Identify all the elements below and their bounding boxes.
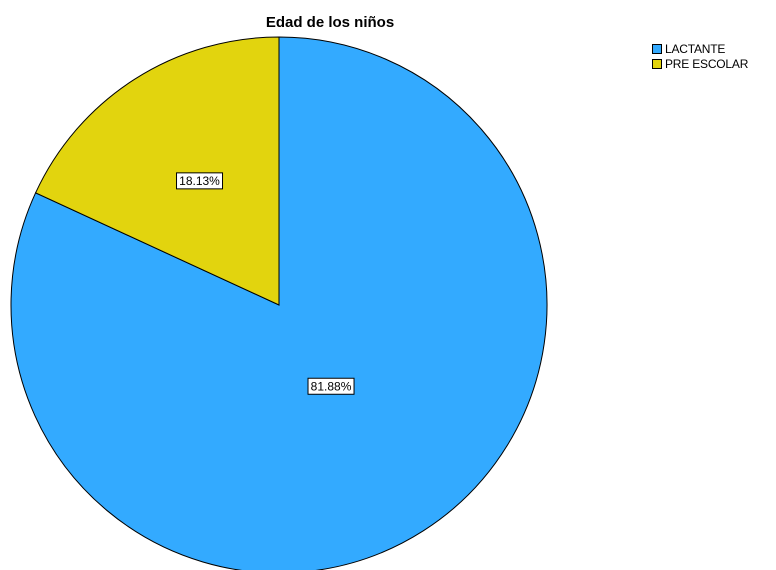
data-label-box-pre-escolar	[176, 172, 224, 190]
pie-data-labels: 81.88% 18.13%	[176, 172, 355, 395]
legend: LACTANTE PRE ESCOLAR	[652, 41, 748, 71]
pie-slices	[10, 36, 548, 570]
pie-slice-pre-escolar	[34, 36, 280, 306]
legend-label-pre-escolar: PRE ESCOLAR	[665, 56, 749, 71]
data-label-text-lactante: 81.88%	[311, 379, 352, 393]
legend-swatch-lactante	[652, 43, 662, 54]
legend-swatch-pre-escolar	[652, 58, 662, 69]
legend-label-lactante: LACTANTE	[665, 41, 726, 56]
legend-item-pre-escolar: PRE ESCOLAR	[652, 56, 748, 71]
data-label-lactante: 81.88%	[307, 377, 355, 395]
data-label-pre-escolar: 18.13%	[176, 172, 224, 190]
legend-item-lactante: LACTANTE	[652, 41, 748, 56]
data-label-box-lactante	[307, 377, 355, 395]
chart-title: Edad de los niños	[265, 14, 395, 31]
data-label-text-pre-escolar: 18.13%	[179, 174, 220, 188]
